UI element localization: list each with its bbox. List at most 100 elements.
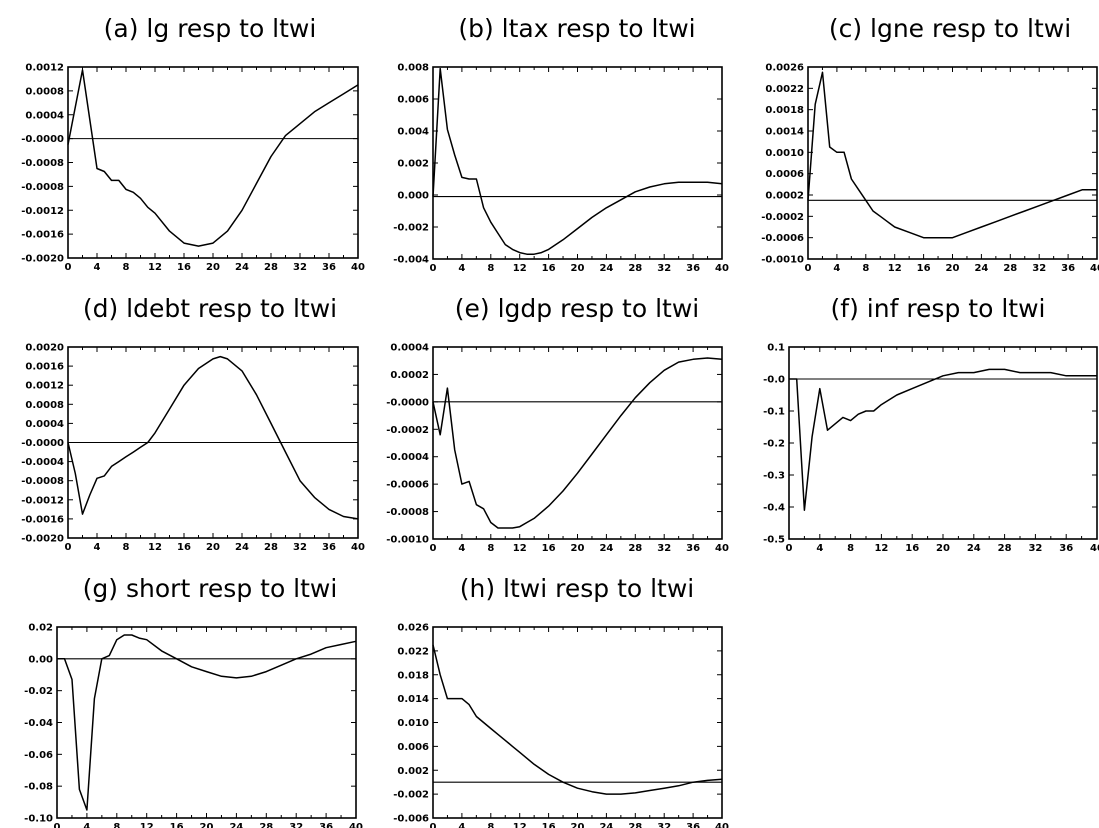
y-tick-label: 0.0004	[25, 419, 64, 430]
y-tick-label: 0.008	[397, 63, 429, 74]
y-tick-label: 0.022	[397, 646, 429, 657]
x-tick-label: 36	[686, 543, 700, 554]
y-tick-label: 0.0016	[25, 362, 64, 373]
x-tick-label: 40	[715, 543, 729, 554]
x-tick-label: 24	[974, 263, 988, 274]
x-tick-label: 24	[229, 822, 243, 828]
panel-d: (d) ldebt resp to ltwi 0.0020 0.0016 0.0012…	[21, 294, 365, 553]
x-tick-label: 0	[786, 543, 793, 554]
x-tick-label: 12	[148, 262, 162, 273]
x-tick-label: 40	[715, 263, 729, 274]
y-tick-label: 0.0014	[765, 127, 804, 138]
x-tick-label: 0	[65, 542, 72, 553]
panel-title: (a) lg resp to ltwi	[104, 14, 317, 43]
x-tick-label: 40	[1090, 263, 1099, 274]
x-tick-label: 16	[917, 263, 931, 274]
y-tick-label: -0.004	[393, 255, 429, 266]
y-tick-label: -0.0000	[21, 438, 64, 449]
y-tick-label: 0.02	[28, 623, 53, 634]
x-tick-label: 24	[599, 822, 613, 828]
y-tick-label: -0.0000	[386, 397, 429, 408]
x-tick-label: 24	[235, 542, 249, 553]
y-tick-label: 0.026	[397, 623, 429, 634]
x-tick-label: 36	[322, 542, 336, 553]
y-tick-label: 0.0008	[25, 86, 64, 97]
x-tick-label: 40	[1090, 543, 1099, 554]
y-tick-label: 0.0020	[25, 343, 64, 354]
response-line	[789, 368, 1097, 511]
y-tick-label: -0.0008	[21, 182, 64, 193]
x-tick-label: 4	[94, 542, 101, 553]
panel-e: (e) lgdp resp to ltwi 0.0004 0.0002 -0.0000…	[386, 294, 729, 554]
panel-g: (g) short resp to ltwi 0.02 0.00 -0.02 -0.04…	[24, 574, 363, 828]
y-tick-label: 0.000	[397, 191, 429, 202]
y-tick-label: 0.0012	[25, 63, 64, 74]
y-tick-label: 0.0022	[765, 84, 804, 95]
x-tick-label: 24	[599, 543, 613, 554]
x-tick-label: 32	[293, 542, 307, 553]
x-tick-label: 8	[487, 543, 494, 554]
y-tick-label: 0.014	[397, 694, 429, 705]
x-tick-label: 28	[259, 822, 273, 828]
x-tick-label: 20	[206, 262, 220, 273]
x-tick-label: 16	[177, 262, 191, 273]
y-tick-label: -0.0004	[21, 457, 64, 468]
y-tick-label: -0.1	[763, 407, 785, 418]
panel-h: (h) ltwi resp to ltwi 0.026 0.022 0.018 0.01…	[393, 574, 729, 828]
x-tick-label: 0	[430, 543, 437, 554]
y-tick-label: 0.004	[397, 127, 429, 138]
y-tick-label: -0.0010	[386, 535, 429, 546]
x-tick-label: 36	[686, 263, 700, 274]
response-line	[432, 644, 723, 795]
y-tick-label: -0.002	[393, 790, 429, 801]
x-tick-label: 8	[487, 263, 494, 274]
x-tick-label: 20	[571, 822, 585, 828]
x-tick-label: 28	[264, 542, 278, 553]
x-tick-label: 8	[487, 822, 494, 828]
x-tick-label: 20	[206, 542, 220, 553]
y-tick-label: -0.04	[24, 718, 53, 729]
x-tick-label: 4	[833, 263, 840, 274]
panel-b: (b) ltax resp to ltwi 0.008 0.006 0.004 0.00…	[393, 14, 729, 274]
x-tick-label: 40	[349, 822, 363, 828]
x-tick-label: 40	[715, 822, 729, 828]
y-tick-label: -0.4	[763, 503, 785, 514]
x-tick-label: 36	[322, 262, 336, 273]
y-tick-label: -0.0010	[761, 255, 804, 266]
y-tick-label: 0.0004	[25, 110, 64, 121]
plot-frame	[432, 66, 723, 260]
x-tick-label: 32	[289, 822, 303, 828]
plot-frame	[432, 346, 723, 540]
x-tick-label: 32	[657, 543, 671, 554]
x-tick-label: 16	[542, 263, 556, 274]
y-tick-label: -0.08	[24, 782, 53, 793]
panel-f: (f) inf resp to ltwi 0.1 -0.0 -0.1 -0.2 -0.3 -…	[763, 294, 1099, 554]
y-tick-label: 0.006	[397, 95, 429, 106]
x-tick-label: 0	[65, 262, 72, 273]
y-tick-label: -0.5	[763, 535, 785, 546]
y-tick-label: -0.0008	[21, 476, 64, 487]
y-tick-label: -0.0008	[21, 158, 64, 169]
x-tick-label: 20	[571, 263, 585, 274]
y-tick-label: 0.018	[397, 670, 429, 681]
x-tick-label: 20	[936, 543, 950, 554]
x-tick-label: 20	[571, 543, 585, 554]
x-tick-label: 16	[542, 822, 556, 828]
x-tick-label: 4	[458, 822, 465, 828]
y-tick-label: -0.06	[24, 750, 53, 761]
plot-frame	[807, 66, 1098, 260]
x-tick-label: 40	[351, 262, 365, 273]
x-tick-label: 8	[123, 262, 130, 273]
y-tick-label: -0.0004	[386, 452, 429, 463]
x-tick-label: 4	[816, 543, 823, 554]
response-line	[432, 357, 723, 529]
y-tick-label: -0.0008	[386, 507, 429, 518]
x-tick-label: 36	[686, 822, 700, 828]
x-tick-label: 28	[998, 543, 1012, 554]
response-line	[807, 71, 1097, 239]
x-tick-label: 24	[967, 543, 981, 554]
y-tick-label: 0.002	[397, 159, 429, 170]
panel-title: (h) ltwi resp to ltwi	[460, 574, 695, 603]
y-tick-label: -0.0016	[21, 514, 64, 525]
x-tick-label: 32	[293, 262, 307, 273]
